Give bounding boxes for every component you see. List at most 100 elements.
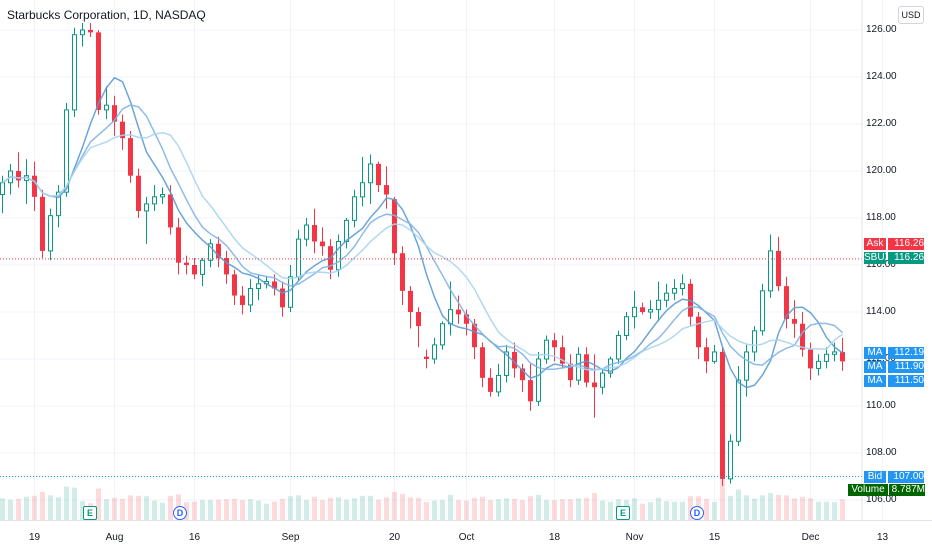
- candle-body: [664, 292, 669, 301]
- volume-bar: [208, 500, 213, 520]
- time-tick-label: 19: [28, 532, 41, 543]
- candles[interactable]: [0, 22, 846, 486]
- candle-body: [304, 224, 309, 240]
- volume-bar: [408, 497, 413, 520]
- candle-body: [344, 219, 349, 243]
- price-tick-label: 110.00: [866, 400, 896, 411]
- volume-bar: [584, 497, 589, 520]
- candle-body: [456, 309, 461, 315]
- currency-button[interactable]: USD: [898, 6, 924, 24]
- volume-bar: [840, 499, 845, 520]
- earnings-event-icon[interactable]: E: [616, 506, 630, 520]
- dividend-event-icon[interactable]: D: [173, 506, 187, 520]
- volume-bar: [376, 499, 381, 520]
- candle-body: [656, 299, 661, 311]
- volume-bar: [280, 498, 285, 520]
- candle-body: [160, 194, 165, 198]
- volume-bar: [288, 496, 293, 520]
- volume-bar: [64, 486, 69, 520]
- volume-bar: [160, 502, 165, 520]
- candle-body: [80, 29, 85, 36]
- volume-bar: [80, 501, 85, 520]
- candle-body: [440, 323, 445, 346]
- time-tick-label: 13: [876, 532, 889, 543]
- volume-bar: [384, 497, 389, 520]
- candle-body: [144, 203, 149, 212]
- time-tick-label: Sep: [281, 532, 300, 543]
- volume-bar: [152, 500, 157, 520]
- volume-bar: [760, 495, 765, 520]
- candle-body: [752, 330, 757, 353]
- time-tick-label: 20: [388, 532, 401, 543]
- candle-body: [384, 185, 389, 195]
- grid: [0, 0, 883, 520]
- candle-body: [512, 351, 517, 369]
- volume-bar: [16, 498, 21, 520]
- price-tick-label: 116.00: [866, 259, 896, 270]
- volume-bar: [472, 497, 477, 520]
- volume-bar: [24, 496, 29, 520]
- candle-body: [416, 312, 421, 327]
- volume-bar: [440, 500, 445, 520]
- candle-body: [472, 323, 477, 348]
- moving-averages: [2, 76, 843, 389]
- candle-body: [760, 290, 765, 332]
- dividend-event-icon[interactable]: D: [690, 506, 704, 520]
- candle-body: [840, 351, 845, 362]
- volume-bar: [704, 498, 709, 520]
- candle-body: [208, 243, 213, 261]
- time-tick-label: 16: [188, 532, 201, 543]
- candle-body: [376, 163, 381, 186]
- time-tick-label: Oct: [458, 532, 475, 543]
- volume-bar: [216, 499, 221, 520]
- volume-bar: [416, 497, 421, 520]
- volume-bar: [592, 492, 597, 520]
- candle-body: [824, 353, 829, 362]
- candle-body: [136, 175, 141, 211]
- earnings-event-icon[interactable]: E: [83, 506, 97, 520]
- candle-body: [232, 274, 237, 296]
- candle-body: [640, 307, 645, 312]
- volume-bar: [664, 501, 669, 520]
- candle-body: [88, 30, 93, 33]
- volume-bar: [600, 500, 605, 520]
- candle-body: [408, 290, 413, 312]
- volume-bar: [144, 496, 149, 520]
- ma-line: [2, 104, 843, 371]
- candle-body: [816, 360, 821, 369]
- candle-body: [808, 349, 813, 369]
- candle-body: [632, 306, 637, 318]
- volume-bar: [0, 498, 5, 520]
- volume-bar: [56, 497, 61, 520]
- price-tag-value: 116.26: [888, 238, 924, 250]
- volume-bar: [544, 500, 549, 520]
- volume-bar: [136, 495, 141, 520]
- volume-bar: [240, 500, 245, 520]
- volume-bar: [512, 498, 517, 520]
- volume-bar: [736, 489, 741, 520]
- volume-bar: [640, 503, 645, 520]
- candle-body: [336, 241, 341, 271]
- volume-bar: [480, 496, 485, 520]
- volume-bar: [576, 498, 581, 520]
- candle-body: [240, 295, 245, 305]
- price-tick-label: 108.00: [866, 447, 897, 458]
- volume-bar: [336, 497, 341, 520]
- candle-body: [536, 358, 541, 402]
- candle-body: [648, 309, 653, 313]
- volume-bar: [680, 501, 685, 520]
- volume-bar: [448, 494, 453, 520]
- candle-body: [368, 163, 373, 184]
- volume-bar: [672, 501, 677, 520]
- volume-bar: [304, 500, 309, 520]
- volume-bar: [104, 499, 109, 520]
- candle-body: [400, 253, 405, 291]
- candle-body: [248, 288, 253, 306]
- volume-bar: [808, 498, 813, 520]
- volume-bar: [552, 500, 557, 520]
- candle-body: [48, 215, 53, 252]
- candle-body: [544, 339, 549, 360]
- volume-bar: [360, 495, 365, 520]
